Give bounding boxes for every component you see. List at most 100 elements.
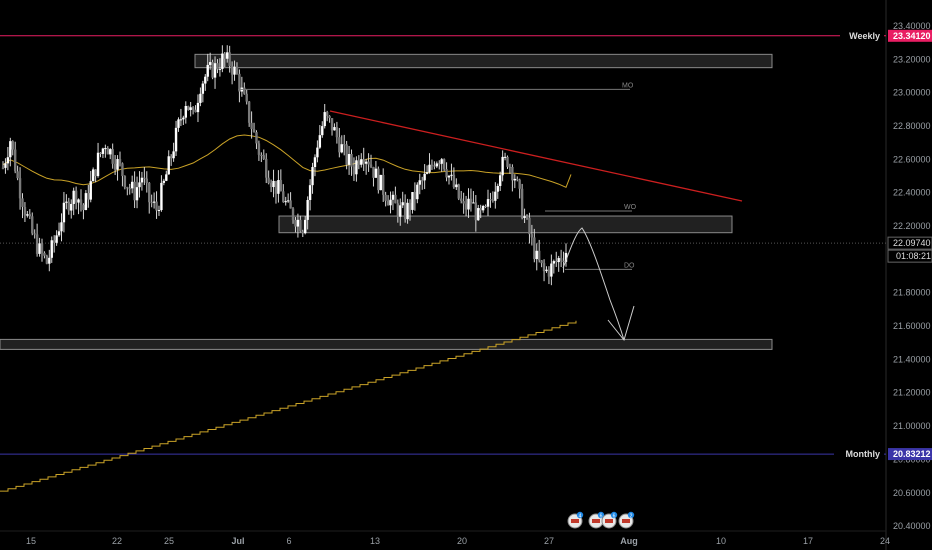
- candle-body: [459, 198, 463, 202]
- x-tick-label: 22: [112, 536, 122, 546]
- event-flag-icon[interactable]: 2: [618, 511, 635, 529]
- candle-body: [221, 53, 224, 69]
- candle-body: [430, 164, 434, 166]
- candle-body: [279, 180, 283, 192]
- candle-body: [250, 122, 253, 130]
- candle-body: [328, 115, 331, 119]
- candle-body: [547, 269, 551, 277]
- candle-body: [447, 175, 451, 178]
- candle-body: [31, 216, 34, 234]
- candle-body: [355, 160, 358, 175]
- y-tick-label: 20.40000: [893, 521, 931, 531]
- candle-body: [184, 106, 187, 118]
- candle-body: [335, 127, 339, 138]
- wo-label: WO: [624, 204, 637, 211]
- candle-body: [135, 187, 139, 201]
- candle-body: [194, 109, 197, 113]
- x-tick-label: 10: [716, 536, 726, 546]
- y-tick-label: 21.80000: [893, 288, 931, 298]
- candle-body: [464, 203, 468, 210]
- y-tick-label: 21.20000: [893, 388, 931, 398]
- event-icons[interactable]: 4 6 6 2: [567, 511, 635, 529]
- candle-body: [177, 119, 180, 128]
- candle-body: [542, 263, 546, 272]
- candle-body: [13, 149, 17, 172]
- candle-body: [18, 178, 22, 199]
- candle-body: [506, 156, 509, 167]
- candle-body: [403, 202, 407, 220]
- candle-body: [113, 163, 117, 170]
- candle-body: [26, 214, 29, 216]
- y-tick-label: 21.40000: [893, 354, 931, 364]
- x-axis[interactable]: 15 22 25 Jul 6 13 20 27 Aug 10 17 24: [26, 536, 890, 546]
- candle-body: [157, 210, 161, 212]
- candle-body: [357, 160, 361, 165]
- weekly-price-value: 23.34120: [893, 31, 931, 41]
- candle-body: [79, 199, 83, 205]
- candle-body: [550, 263, 553, 277]
- candle-body: [484, 205, 487, 207]
- candle-body: [33, 233, 36, 235]
- candle-body: [362, 159, 365, 164]
- candle-body: [435, 163, 439, 167]
- candle-body: [318, 135, 322, 148]
- candle-body: [57, 231, 61, 236]
- candle-body: [394, 194, 397, 204]
- candle-body: [523, 216, 526, 218]
- candle-body: [421, 180, 424, 182]
- candle-body: [118, 159, 122, 164]
- support-zone-mid: [278, 215, 733, 234]
- candle-body: [201, 83, 205, 94]
- candle-body: [467, 198, 470, 210]
- candle-body: [374, 168, 378, 178]
- x-tick-label: Aug: [620, 536, 638, 546]
- projection-arrowhead: [607, 305, 635, 342]
- candle-body: [126, 187, 129, 189]
- candle-body: [40, 243, 44, 253]
- candle-body: [408, 202, 412, 210]
- candle-body: [428, 164, 431, 173]
- candle-body: [372, 166, 375, 178]
- monthly-tag-bg: [834, 448, 884, 461]
- candle-body: [294, 220, 297, 227]
- x-tick-label: 15: [26, 536, 36, 546]
- candle-body: [343, 144, 346, 146]
- event-flag-icon[interactable]: 6: [601, 511, 618, 529]
- candle-body: [557, 258, 560, 263]
- candle-body: [116, 159, 119, 170]
- event-flag-icon[interactable]: 6: [588, 511, 605, 529]
- candle-body: [233, 66, 236, 75]
- candle-body: [516, 178, 519, 180]
- candle-body: [520, 188, 524, 218]
- candle-body: [411, 192, 414, 210]
- candle-body: [65, 201, 68, 203]
- y-axis[interactable]: 23.40000 23.20000 23.00000 22.80000 22.60000…: [893, 21, 931, 531]
- candle-body: [257, 143, 261, 155]
- candle-body: [206, 64, 209, 77]
- candle-body: [262, 155, 265, 159]
- candle-body: [269, 183, 273, 188]
- candle-body: [445, 169, 448, 178]
- rising-step-line: [0, 320, 577, 492]
- candle-body: [486, 199, 490, 207]
- event-count-badge: [576, 511, 584, 519]
- candle-body: [155, 201, 158, 211]
- candle-body: [235, 66, 239, 74]
- candle-body: [106, 148, 110, 155]
- candle-body: [252, 129, 256, 133]
- candle-body: [330, 118, 334, 131]
- candle-body: [389, 199, 392, 206]
- candle-body: [472, 202, 475, 204]
- current-price-value: 22.09740: [893, 238, 931, 248]
- candle-body: [442, 159, 446, 170]
- candle-body: [211, 62, 214, 78]
- x-tick-label: 13: [370, 536, 380, 546]
- candle-body: [6, 157, 10, 164]
- candle-body: [28, 214, 32, 217]
- candle-body: [277, 180, 280, 194]
- event-flag-icon[interactable]: 4: [567, 511, 584, 529]
- candle-body: [477, 208, 480, 221]
- candle-body: [11, 141, 14, 150]
- candle-body: [245, 93, 248, 102]
